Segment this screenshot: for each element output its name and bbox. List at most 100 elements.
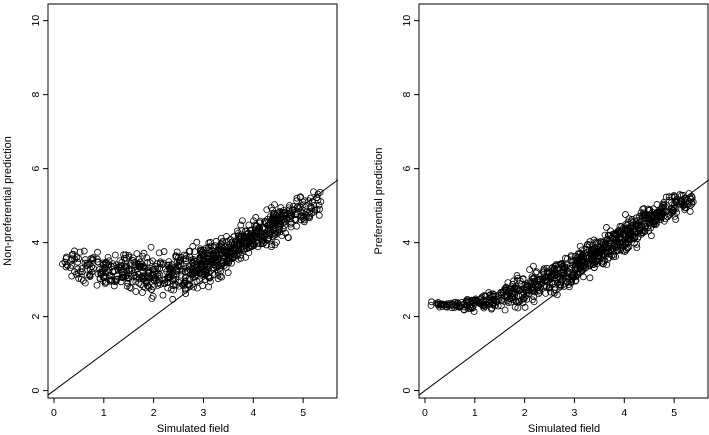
data-point	[533, 276, 541, 284]
data-point	[181, 286, 189, 294]
data-point	[223, 259, 231, 267]
data-point	[584, 240, 591, 248]
data-point	[124, 279, 132, 287]
data-point	[624, 244, 631, 252]
data-point	[216, 265, 224, 273]
y-tick-label: 0	[401, 388, 413, 394]
data-point	[219, 238, 227, 246]
data-point	[142, 284, 150, 292]
data-point	[301, 197, 309, 205]
data-point	[608, 244, 616, 252]
data-point	[590, 264, 598, 271]
data-point	[488, 304, 496, 312]
data-point	[71, 268, 78, 276]
y-tick-label: 4	[30, 240, 42, 246]
data-point	[584, 260, 592, 268]
data-point	[673, 198, 681, 206]
data-point	[293, 222, 301, 230]
data-point	[173, 270, 181, 278]
y-tick-label: 8	[30, 92, 42, 98]
data-point	[94, 270, 102, 278]
data-point	[463, 301, 471, 309]
data-point	[74, 269, 82, 277]
data-point	[155, 249, 163, 257]
data-point	[181, 268, 189, 276]
data-point	[267, 226, 274, 234]
data-point	[572, 265, 580, 273]
data-point	[633, 244, 641, 252]
data-point	[210, 250, 217, 257]
data-point	[267, 204, 275, 211]
data-point	[578, 252, 586, 260]
data-point	[448, 301, 456, 308]
data-point	[185, 281, 193, 289]
data-point	[514, 304, 522, 312]
data-point	[604, 256, 612, 263]
data-point	[195, 255, 203, 263]
data-point	[551, 262, 559, 270]
data-point	[519, 275, 527, 283]
x-tick-label: 2	[151, 407, 157, 419]
data-point	[277, 221, 285, 229]
data-point	[532, 269, 540, 277]
data-point	[81, 279, 89, 287]
data-point	[507, 298, 515, 306]
data-point	[570, 271, 577, 279]
data-point	[587, 247, 595, 254]
data-point	[203, 258, 211, 266]
data-point	[612, 253, 619, 260]
data-point	[202, 266, 210, 274]
data-point	[149, 292, 157, 300]
data-point	[245, 221, 253, 229]
data-point	[609, 230, 617, 238]
data-point	[159, 261, 167, 268]
data-point	[221, 249, 229, 257]
data-point	[529, 262, 537, 270]
data-point	[470, 308, 478, 315]
data-point	[93, 255, 101, 263]
data-point	[316, 188, 324, 196]
data-point	[635, 213, 643, 220]
data-point	[603, 236, 611, 244]
x-tick-label: 0	[422, 407, 428, 419]
data-point	[242, 227, 250, 235]
data-point	[143, 254, 151, 262]
data-point	[248, 242, 256, 250]
data-point	[665, 193, 673, 201]
data-point	[274, 215, 282, 222]
data-point	[550, 289, 558, 297]
data-point	[105, 261, 113, 269]
data-point	[217, 240, 225, 247]
data-point	[221, 247, 228, 255]
data-point	[237, 233, 245, 241]
data-point	[291, 216, 299, 223]
data-point	[67, 257, 75, 265]
data-point	[647, 232, 655, 240]
data-point	[493, 296, 501, 303]
data-point	[223, 232, 230, 240]
data-point	[135, 279, 143, 287]
data-point	[530, 298, 538, 306]
data-point	[500, 297, 508, 305]
data-point	[280, 215, 288, 223]
data-point	[101, 265, 109, 273]
data-point	[603, 244, 611, 251]
data-point	[497, 289, 505, 296]
data-point	[595, 244, 603, 251]
data-point	[199, 282, 207, 290]
data-point	[135, 270, 142, 278]
data-point	[547, 288, 554, 296]
data-point	[167, 286, 175, 293]
x-tick-label: 4	[621, 407, 627, 419]
data-point	[109, 268, 117, 276]
data-point	[86, 271, 93, 279]
data-point	[77, 275, 85, 283]
x-axis-title: Simulated field	[528, 423, 600, 435]
data-point	[224, 256, 232, 263]
data-point	[132, 288, 140, 295]
data-point	[252, 214, 260, 221]
data-point	[459, 301, 467, 309]
data-points	[427, 190, 697, 315]
data-point	[615, 235, 623, 243]
data-point	[242, 240, 250, 248]
